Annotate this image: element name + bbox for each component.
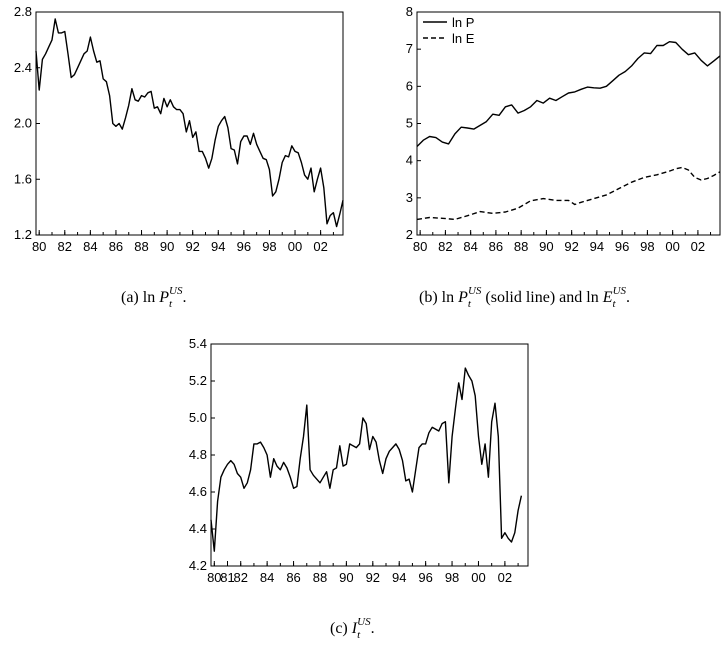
- y-tick-label: 2.8: [14, 4, 32, 19]
- series-line-b-1: [416, 166, 721, 221]
- x-tick-label: 88: [134, 239, 148, 254]
- x-tick-label: 80: [413, 239, 427, 254]
- x-tick-label: 94: [392, 570, 406, 585]
- y-tick-label: 2.0: [14, 116, 32, 131]
- x-tick-label: 92: [366, 570, 380, 585]
- x-tick-label: 02: [691, 239, 705, 254]
- panel-a-chart: 1.2 1.6 2.0 2.4 2.8 80 82 84 86 88 90 92 94 96 98 00 02: [14, 4, 344, 254]
- x-tick-label: 88: [313, 570, 327, 585]
- y-tick-label: 4: [406, 153, 413, 168]
- x-tick-label: 98: [640, 239, 654, 254]
- x-tick-label: 98: [445, 570, 459, 585]
- x-tick-label: 02: [313, 239, 327, 254]
- x-tick-label: 86: [286, 570, 300, 585]
- y-tick-label: 6: [406, 78, 413, 93]
- legend-label: ln P: [452, 15, 474, 30]
- y-tick-label: 4.8: [189, 447, 207, 462]
- x-tick-label: 88: [514, 239, 528, 254]
- caption-c: (c) ItUS.: [330, 616, 375, 641]
- x-tick-label: 98: [262, 239, 276, 254]
- x-tick-label: 81: [220, 570, 234, 585]
- y-tick-label: 2: [406, 227, 413, 242]
- x-tick-label: 96: [615, 239, 629, 254]
- x-tick-label: 00: [665, 239, 679, 254]
- x-tick-label: 92: [564, 239, 578, 254]
- x-tick-label: 94: [211, 239, 225, 254]
- y-tick-label: 2.4: [14, 60, 32, 75]
- y-tick-label: 4.2: [189, 558, 207, 573]
- y-tick-label: 5.0: [189, 410, 207, 425]
- x-tick-label: 86: [109, 239, 123, 254]
- x-tick-label: 90: [160, 239, 174, 254]
- x-tick-label: 80: [32, 239, 46, 254]
- x-tick-label: 02: [498, 570, 512, 585]
- x-tick-label: 90: [539, 239, 553, 254]
- y-tick-label: 5: [406, 116, 413, 131]
- x-tick-label: 00: [471, 570, 485, 585]
- y-tick-label: 5.2: [189, 373, 207, 388]
- x-tick-label: 92: [185, 239, 199, 254]
- caption-b: (b) ln PtUS (solid line) and ln EtUS.: [419, 285, 630, 310]
- series-line-a-0: [35, 18, 344, 228]
- x-tick-label: 94: [590, 239, 604, 254]
- y-tick-label: 4.4: [189, 521, 207, 536]
- x-tick-label: 96: [237, 239, 251, 254]
- y-tick-label: 4.6: [189, 484, 207, 499]
- y-tick-label: 1.6: [14, 171, 32, 186]
- y-tick-label: 7: [406, 41, 413, 56]
- x-tick-label: 90: [339, 570, 353, 585]
- x-tick-label: 82: [438, 239, 452, 254]
- y-tick-label: 3: [406, 190, 413, 205]
- y-tick-label: 5.4: [189, 336, 207, 351]
- x-tick-label: 00: [288, 239, 302, 254]
- y-tick-label: 1.2: [14, 227, 32, 242]
- x-tick-label: 96: [418, 570, 432, 585]
- x-tick-label: 86: [489, 239, 503, 254]
- x-tick-label: 84: [260, 570, 274, 585]
- legend-label: ln E: [452, 31, 475, 46]
- x-tick-label: 84: [83, 239, 97, 254]
- caption-a: (a) ln PtUS.: [121, 285, 187, 310]
- x-tick-label: 84: [463, 239, 477, 254]
- x-tick-label: 82: [233, 570, 247, 585]
- y-tick-label: 8: [406, 4, 413, 19]
- x-tick-label: 80: [207, 570, 221, 585]
- series-line-b-0: [416, 41, 721, 147]
- series-line-c-0: [210, 367, 523, 552]
- x-tick-label: 82: [58, 239, 72, 254]
